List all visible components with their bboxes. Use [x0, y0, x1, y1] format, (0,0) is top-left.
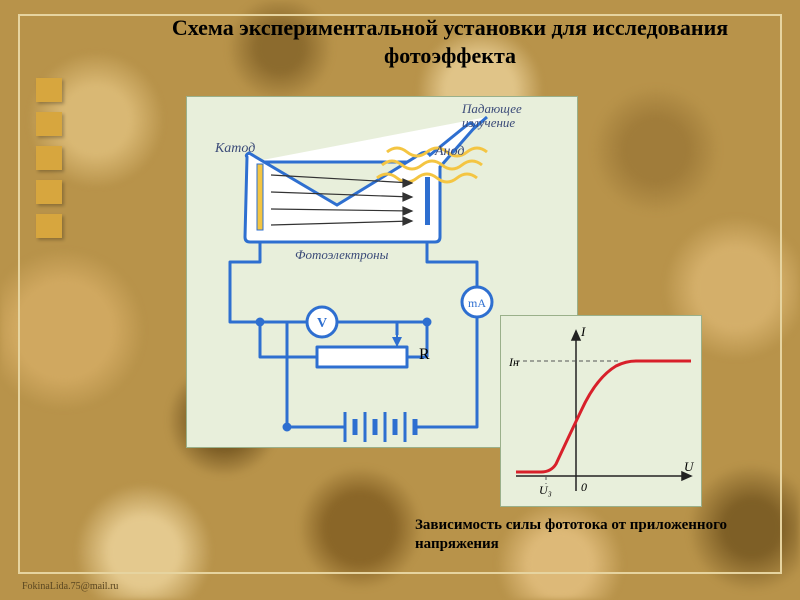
photoelectrons-label: Фотоэлектроны	[295, 247, 389, 262]
origin-label: 0	[581, 480, 587, 494]
voltmeter-label: V	[317, 316, 327, 331]
radiation-label-2: излучение	[462, 115, 515, 130]
bullet	[36, 214, 62, 238]
radiation-label-1: Падающее	[461, 101, 522, 116]
bullet	[36, 180, 62, 204]
u3-label: U₃	[539, 483, 552, 497]
bullet	[36, 78, 62, 102]
bullet-strip	[30, 78, 120, 248]
bullet	[36, 112, 62, 136]
credit-text: FokinaLida.75@mail.ru	[22, 581, 118, 592]
x-axis-label: U	[684, 459, 695, 474]
resistor-label: R	[419, 346, 430, 363]
anode-label: Анод	[434, 144, 464, 159]
chart-panel: I U Iн U₃ 0	[500, 315, 702, 507]
bullet	[36, 146, 62, 170]
y-axis-label: I	[580, 324, 586, 339]
iv-chart: I U Iн U₃ 0	[501, 316, 701, 506]
ammeter-label: mA	[468, 296, 486, 310]
chart-caption: Зависимость силы фототока от приложенног…	[415, 516, 745, 554]
in-label: Iн	[508, 355, 519, 369]
cathode-label: Катод	[214, 141, 255, 156]
slide-title: Схема экспериментальной установки для ис…	[130, 14, 770, 69]
